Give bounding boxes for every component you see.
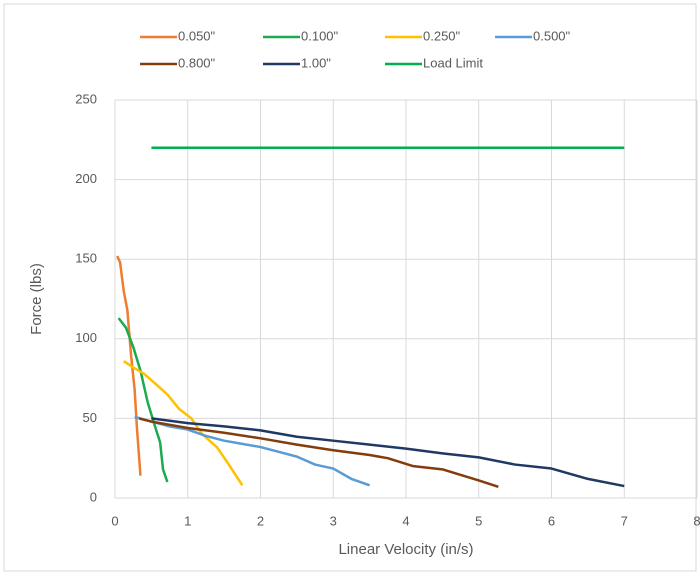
x-tick-label: 1 [184, 513, 191, 528]
x-tick-label: 5 [475, 513, 482, 528]
chart-border [3, 3, 697, 572]
x-axis-title: Linear Velocity (in/s) [338, 541, 473, 558]
x-tick-label: 8 [693, 513, 700, 528]
y-tick-label: 150 [75, 251, 97, 266]
x-tick-label: 3 [330, 513, 337, 528]
legend-label: 0.100" [301, 28, 339, 43]
line-series [151, 417, 625, 488]
y-axis-title: Force (lbs) [28, 263, 45, 335]
x-tick-label: 4 [402, 513, 409, 528]
line-series [134, 415, 371, 487]
line-series [123, 360, 244, 486]
y-tick-label: 0 [90, 489, 97, 504]
x-tick-label: 0 [111, 513, 118, 528]
y-tick-label: 100 [75, 330, 97, 345]
line-series [138, 417, 499, 489]
y-tick-label: 250 [75, 91, 97, 106]
y-tick-label: 50 [83, 410, 97, 425]
line-series [116, 255, 142, 476]
legend-label: 1.00" [301, 55, 331, 70]
legend-label: 0.500" [533, 28, 571, 43]
x-tick-label: 6 [548, 513, 555, 528]
x-tick-label: 7 [621, 513, 628, 528]
line-series [117, 317, 169, 483]
x-tick-label: 2 [257, 513, 264, 528]
legend-label: 0.800" [178, 55, 216, 70]
legend-label: Load Limit [423, 55, 483, 70]
y-tick-label: 200 [75, 171, 97, 186]
legend-label: 0.050" [178, 28, 216, 43]
legend-label: 0.250" [423, 28, 461, 43]
